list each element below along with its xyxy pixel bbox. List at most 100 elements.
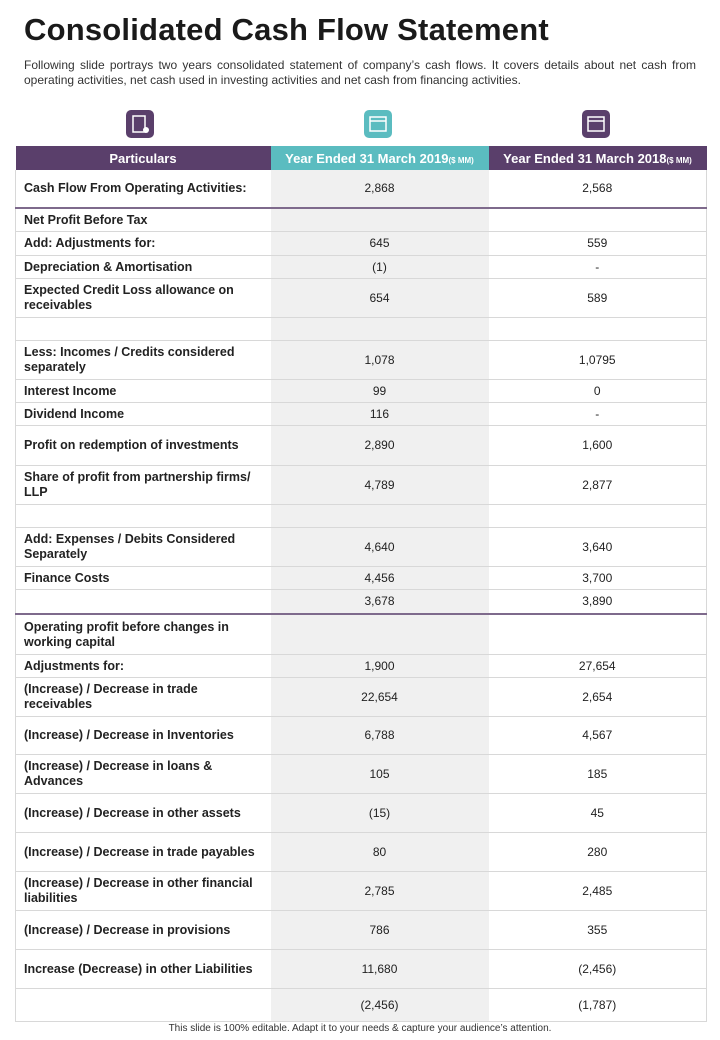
cell-value: 1,0795 [488,340,707,380]
table-row: Depreciation & Amortisation (1) - [15,255,707,279]
cell-value: 185 [488,754,707,794]
table-row: (2,456) (1,787) [15,988,707,1022]
cell-value: 786 [270,910,489,950]
table-row: Adjustments for: 1,900 27,654 [15,654,707,678]
cell-value: 355 [488,910,707,950]
cell-value: 11,680 [270,949,489,989]
table-row: (Increase) / Decrease in provisions 786 35… [15,910,707,950]
row-label: Finance Costs [15,566,271,590]
cell-value: 2,654 [488,677,707,717]
row-label [15,504,271,528]
table-row: 3,678 3,890 [15,589,707,615]
cell-value: 280 [488,832,707,872]
cell-value: (1) [270,255,489,279]
column-header: Particulars [15,146,271,170]
cell-value: (1,787) [488,988,707,1022]
cell-value: 4,567 [488,716,707,755]
cell-value: 4,789 [270,465,489,505]
row-label: (Increase) / Decrease in trade receivabl… [15,677,271,717]
cell-value: 1,600 [488,425,707,466]
cell-value: 3,640 [488,527,707,567]
cell-value: 2,485 [488,871,707,911]
column-label: Particulars [109,150,177,166]
header-row: Particulars Year Ended 31 March 2019($ MM… [15,146,707,170]
row-label: (Increase) / Decrease in Inventories [15,716,271,755]
row-label [15,317,271,341]
cell-value [270,317,489,341]
cell-value: - [488,402,707,426]
cell-value: 2,877 [488,465,707,505]
table-row: Increase (Decrease) in other Liabilities… [15,949,707,989]
table-row: Less: Incomes / Credits considered separ… [15,340,707,380]
cell-value: 2,868 [270,170,489,209]
column-header: Year Ended 31 March 2018($ MM) [488,146,707,170]
table-row: (Increase) / Decrease in trade payables 8… [15,832,707,872]
cell-value: 105 [270,754,489,794]
icon [582,110,610,138]
table-row: Expected Credit Loss allowance on receiv… [15,278,707,318]
cell-value: 99 [270,379,489,403]
cell-value: 0 [488,379,707,403]
table-row: Share of profit from partnership firms/ … [15,465,707,505]
row-label: Dividend Income [15,402,271,426]
cell-value: 4,456 [270,566,489,590]
row-label: (Increase) / Decrease in other financial… [15,871,271,911]
row-label [15,589,271,615]
footer: This slide is 100% editable. Adapt it to… [168,1023,552,1034]
cell-value: 1,900 [270,654,489,678]
cell-value: 589 [488,278,707,318]
cell-value: 4,640 [270,527,489,567]
cell-value [488,614,707,655]
row-label [15,988,271,1022]
cell-value: 3,890 [488,589,707,615]
table-row: Add: Adjustments for: 645 559 [15,231,707,256]
table-row [15,317,707,341]
row-label: (Increase) / Decrease in provisions [15,910,271,950]
cell-value: 22,654 [270,677,489,717]
row-label: Share of profit from partnership firms/ … [15,465,271,505]
column-unit: ($ MM) [448,155,474,165]
cell-value [488,504,707,528]
row-label: Cash Flow From Operating Activities: [15,170,271,209]
icons [126,110,610,138]
table-body: Cash Flow From Operating Activities: 2,86… [15,170,707,1022]
row-label: Interest Income [15,379,271,403]
table-row: (Increase) / Decrease in other assets (15… [15,793,707,833]
column-unit: ($ MM) [666,155,692,165]
icon [364,110,392,138]
row-label: Less: Incomes / Credits considered separ… [15,340,271,380]
cell-value: 6,788 [270,716,489,755]
table-row: (Increase) / Decrease in loans & Advance… [15,754,707,794]
table-row: (Increase) / Decrease in trade receivabl… [15,677,707,717]
row-label: Operating profit before changes in worki… [15,614,271,655]
row-label: Expected Credit Loss allowance on receiv… [15,278,271,318]
table-row: Interest Income 99 0 [15,379,707,403]
table-row: Net Profit Before Tax [15,208,707,232]
cell-value: 45 [488,793,707,833]
row-label: Net Profit Before Tax [15,208,271,232]
table-row: (Increase) / Decrease in other financial… [15,871,707,911]
cell-value: (2,456) [270,988,489,1022]
table-row: Cash Flow From Operating Activities: 2,86… [15,170,707,209]
table-row [15,504,707,528]
cell-value: - [488,255,707,279]
row-label: Profit on redemption of investments [15,425,271,466]
row-label: Add: Adjustments for: [15,231,271,256]
cell-value: 559 [488,231,707,256]
cell-value: 2,890 [270,425,489,466]
cell-value: 3,678 [270,589,489,615]
column-label: Year Ended 31 March 2018 [503,150,667,166]
table-row: Add: Expenses / Debits Considered Separa… [15,527,707,567]
cell-value: 2,785 [270,871,489,911]
table-row: Finance Costs 4,456 3,700 [15,566,707,590]
row-label: (Increase) / Decrease in loans & Advance… [15,754,271,794]
cell-value: (2,456) [488,949,707,989]
row-label: Increase (Decrease) in other Liabilities [15,949,271,989]
row-label: (Increase) / Decrease in trade payables [15,832,271,872]
cash-flow-table: Particulars Year Ended 31 March 2019($ MM… [15,146,707,1022]
table-row: Operating profit before changes in worki… [15,614,707,655]
row-label: (Increase) / Decrease in other assets [15,793,271,833]
cell-value: 27,654 [488,654,707,678]
row-label: Adjustments for: [15,654,271,678]
